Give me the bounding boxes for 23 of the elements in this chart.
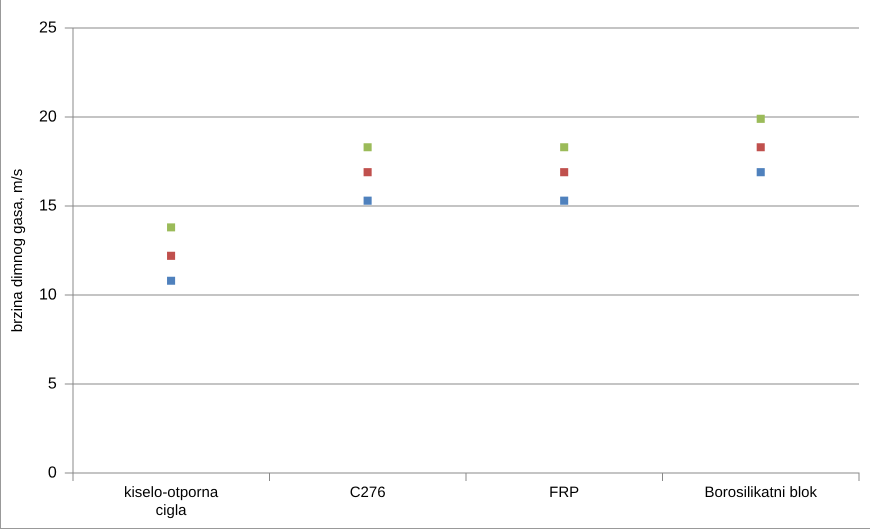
y-tick-label: 15 [39,197,57,214]
y-tick-label: 10 [39,286,57,304]
point [364,168,372,176]
point [756,168,765,176]
point [167,252,176,260]
y-tick-label: 5 [48,375,57,392]
y-tick-label: 0 [48,464,57,482]
point [560,168,568,176]
y-tick-label: 20 [39,108,57,126]
x-tick-label: kiselo-otporna cigla [124,484,219,520]
y-tick-label: 25 [39,19,57,36]
point [756,114,765,123]
x-tick-label: FRP [549,484,580,502]
x-tick-label: C276 [350,484,386,502]
point [560,143,568,152]
x-tick-label: Borosilikatni blok [704,484,818,502]
point [167,276,176,285]
point [364,143,372,152]
point [756,143,765,152]
point [560,196,568,205]
y-axis-title: brzina dimnog gasa, m/s [9,168,26,332]
point [364,196,372,205]
point [167,223,176,232]
